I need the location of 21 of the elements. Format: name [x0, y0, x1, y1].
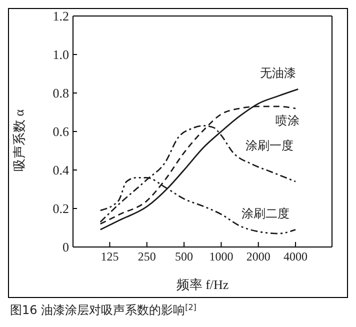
y-tick-label: 0: [62, 240, 69, 255]
x-axis-title: 频率 f/Hz: [176, 277, 229, 292]
y-tick-label: 0.4: [52, 162, 70, 178]
y-tick-label: 0.2: [52, 201, 69, 216]
x-tick-label: 500: [175, 250, 194, 264]
x-tick-label: 4000: [284, 250, 308, 264]
y-tick-label: 0.8: [52, 86, 69, 101]
series-label: 涂刷二度: [242, 206, 290, 221]
x-tick-label: 1000: [209, 250, 234, 264]
y-tick-label: 1.0: [52, 47, 69, 62]
x-tick-label: 125: [100, 250, 119, 264]
series-label: 无油漆: [260, 66, 296, 80]
x-tick-label: 250: [138, 250, 156, 264]
series-label: 喷涂: [276, 113, 300, 128]
series-label: 涂刷一度: [246, 138, 294, 153]
y-axis-title: 吸声系数 α: [12, 109, 27, 172]
y-tick-label: 1.2: [52, 8, 69, 24]
caption: 图16 油漆涂层对吸声系数的影响$^{[2]}$: [10, 302, 196, 317]
y-tick-label: 0.6: [52, 124, 70, 140]
x-tick-label: 2000: [246, 250, 270, 264]
frame: 125 250 500 1000 2000 4000 频率 f/Hz 0 0.2 0.4 0.6 0.8 1.0 1.2 吸声系数 α 无油漆 喷涂 涂刷一度 涂刷二度: [8, 8, 348, 298]
